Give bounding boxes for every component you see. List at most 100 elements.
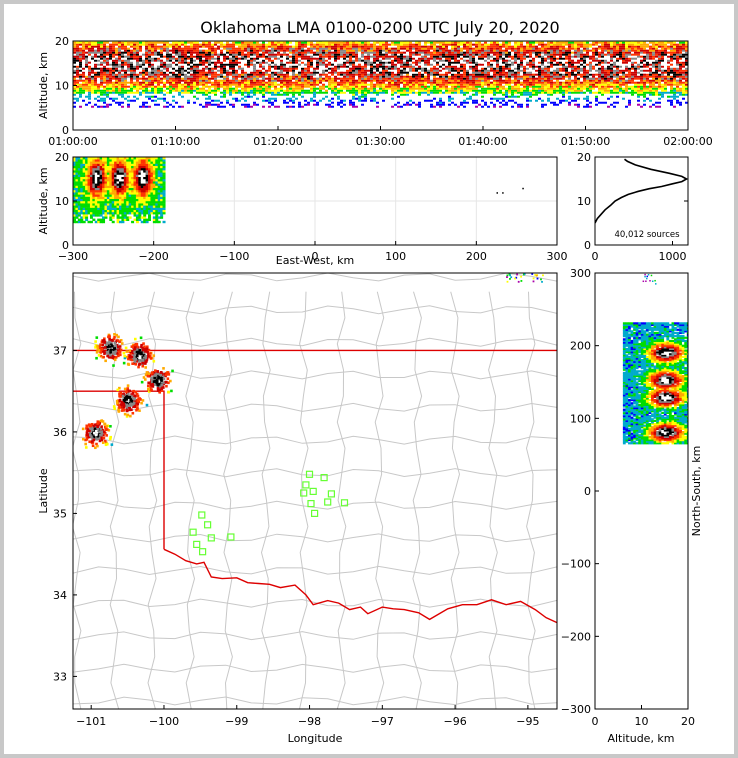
time-height-source-cell — [430, 105, 433, 108]
time-height-source-cell — [337, 77, 340, 80]
time-height-source-cell — [181, 63, 184, 66]
time-height-source-cell — [439, 99, 442, 102]
time-height-source-cell — [142, 83, 145, 86]
time-height-source-cell — [199, 79, 202, 82]
time-height-source-cell — [511, 63, 514, 66]
time-height-source-cell — [259, 61, 262, 64]
time-height-source-cell — [352, 53, 355, 56]
time-height-source-cell — [382, 91, 385, 94]
time-height-source-cell — [433, 91, 436, 94]
time-height-source-cell — [502, 61, 505, 64]
time-height-source-cell — [259, 65, 262, 68]
time-height-source-cell — [439, 91, 442, 94]
time-height-source-cell — [178, 91, 181, 94]
time-height-source-cell — [367, 79, 370, 82]
time-height-source-cell — [160, 85, 163, 88]
time-height-source-cell — [265, 65, 268, 68]
time-height-source-cell — [151, 77, 154, 80]
time-height-source-cell — [601, 59, 604, 62]
time-height-source-cell — [556, 85, 559, 88]
time-height-source-cell — [217, 83, 220, 86]
time-height-source-cell — [433, 79, 436, 82]
time-height-source-cell — [283, 83, 286, 86]
time-height-source-cell — [223, 53, 226, 56]
time-height-source-cell — [166, 75, 169, 78]
time-height-source-cell — [106, 83, 109, 86]
time-height-source-cell — [562, 53, 565, 56]
time-height-source-cell — [349, 61, 352, 64]
time-height-source-cell — [139, 71, 142, 74]
time-height-source-cell — [301, 59, 304, 62]
time-height-source-cell — [613, 89, 616, 92]
time-height-source-cell — [136, 79, 139, 82]
time-height-source-cell — [436, 47, 439, 50]
time-height-source-cell — [166, 57, 169, 60]
time-height-source-cell — [193, 51, 196, 54]
time-height-source-cell — [340, 83, 343, 86]
time-height-source-cell — [565, 41, 568, 44]
time-height-source-cell — [625, 89, 628, 92]
time-height-source-cell — [226, 45, 229, 48]
time-height-source-cell — [358, 75, 361, 78]
time-height-source-cell — [358, 83, 361, 86]
time-height-source-cell — [346, 75, 349, 78]
time-height-source-cell — [349, 41, 352, 44]
time-height-source-cell — [604, 59, 607, 62]
time-height-source-cell — [538, 87, 541, 90]
time-height-source-cell — [511, 49, 514, 52]
time-height-source-cell — [151, 95, 154, 98]
time-height-source-cell — [223, 87, 226, 90]
time-height-source-cell — [196, 69, 199, 72]
time-height-source-cell — [100, 57, 103, 60]
time-height-source-cell — [100, 73, 103, 76]
time-height-source-cell — [487, 69, 490, 72]
time-height-source-cell — [313, 71, 316, 74]
time-height-source-cell — [214, 71, 217, 74]
time-height-source-cell — [355, 83, 358, 86]
time-height-source-cell — [100, 63, 103, 66]
time-height-source-cell — [313, 77, 316, 80]
time-height-source-cell — [496, 63, 499, 66]
time-height-source-cell — [202, 81, 205, 84]
time-height-source-cell — [199, 87, 202, 90]
time-height-source-cell — [82, 53, 85, 56]
time-height-source-cell — [619, 85, 622, 88]
time-height-source-cell — [466, 49, 469, 52]
time-height-source-cell — [193, 79, 196, 82]
time-height-source-cell — [319, 85, 322, 88]
time-height-source-cell — [568, 61, 571, 64]
time-height-source-cell — [598, 85, 601, 88]
time-height-source-cell — [94, 55, 97, 58]
time-height-source-cell — [193, 49, 196, 52]
time-height-source-cell — [499, 43, 502, 46]
time-height-source-cell — [496, 59, 499, 62]
time-height-source-cell — [367, 91, 370, 94]
time-height-source-cell — [352, 81, 355, 84]
time-height-source-cell — [541, 63, 544, 66]
time-height-source-cell — [586, 77, 589, 80]
time-height-source-cell — [586, 63, 589, 66]
time-height-source-cell — [505, 71, 508, 74]
time-height-source-cell — [304, 69, 307, 72]
time-height-source-cell — [589, 89, 592, 92]
time-height-source-cell — [148, 41, 151, 44]
time-height-source-cell — [418, 103, 421, 106]
time-height-source-cell — [556, 59, 559, 62]
time-height-source-cell — [310, 75, 313, 78]
time-height-source-cell — [583, 47, 586, 50]
time-height-source-cell — [187, 57, 190, 60]
time-height-source-cell — [172, 87, 175, 90]
time-height-source-cell — [196, 81, 199, 84]
time-height-source-cell — [73, 75, 76, 78]
time-height-source-cell — [595, 103, 598, 106]
time-height-source-cell — [127, 95, 130, 98]
time-height-source-cell — [382, 49, 385, 52]
time-height-source-cell — [499, 67, 502, 70]
time-height-source-cell — [307, 49, 310, 52]
time-height-source-cell — [187, 77, 190, 80]
time-height-source-cell — [250, 87, 253, 90]
time-height-source-cell — [145, 87, 148, 90]
time-height-source-cell — [520, 59, 523, 62]
time-height-source-cell — [166, 67, 169, 70]
time-height-source-cell — [208, 103, 211, 106]
